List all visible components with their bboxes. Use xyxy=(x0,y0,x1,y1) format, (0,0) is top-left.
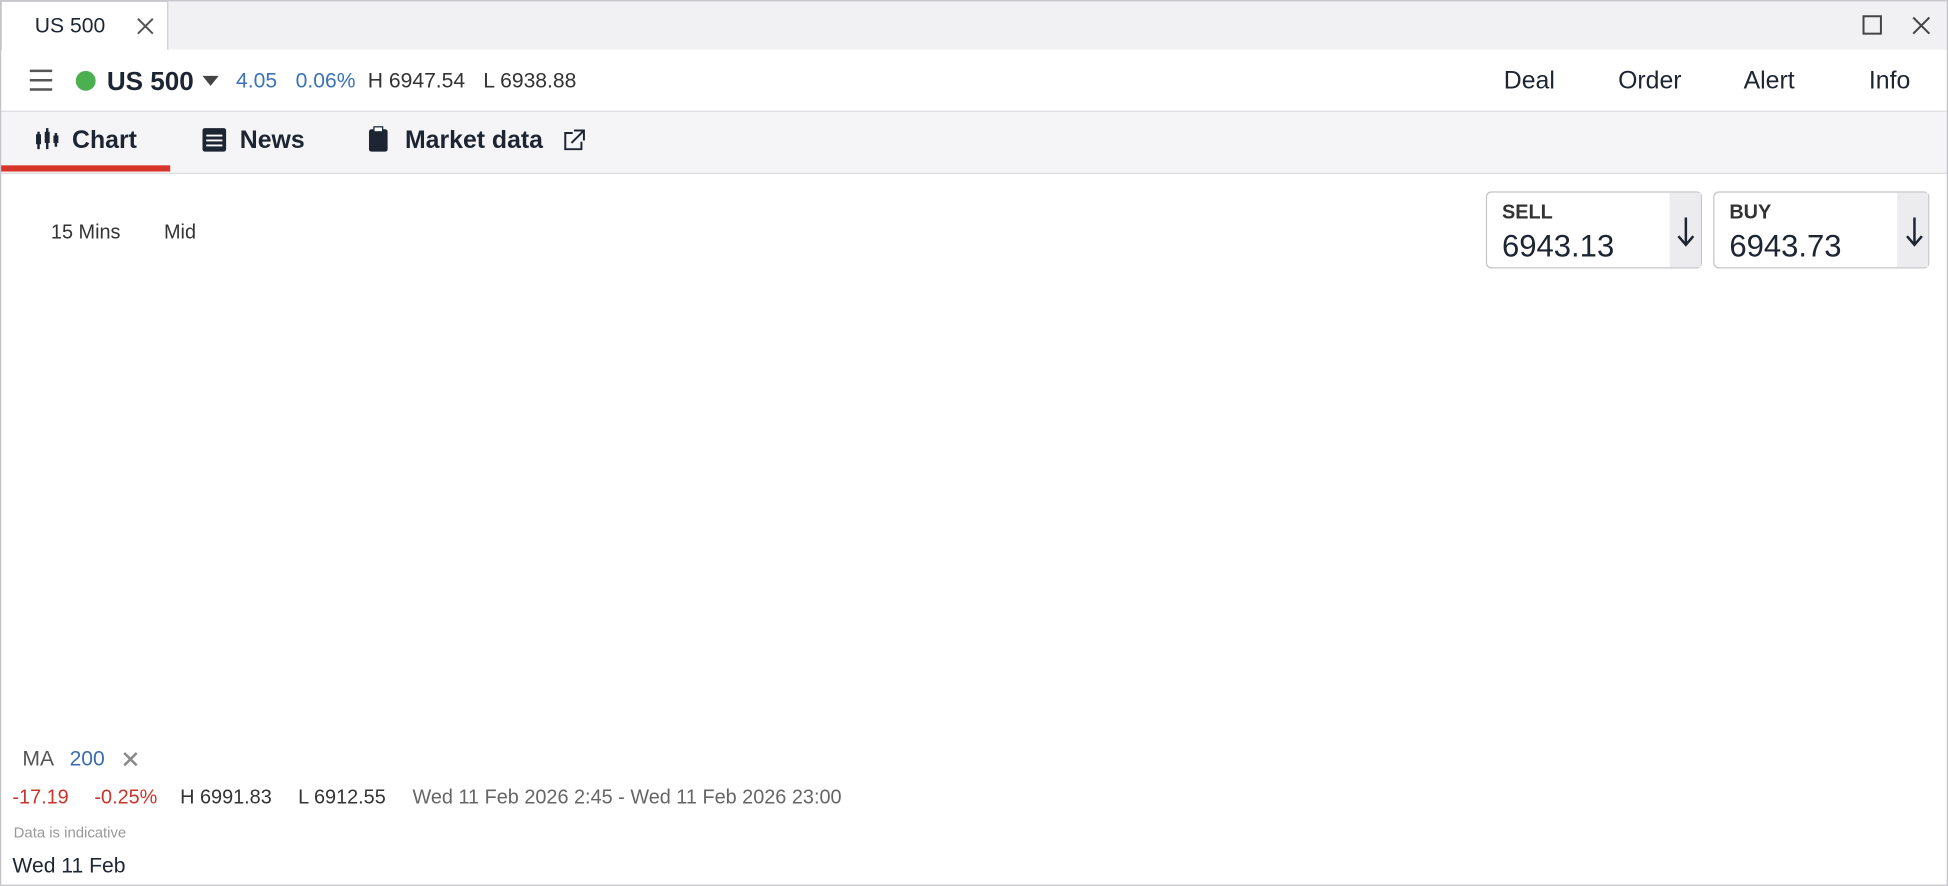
info-button[interactable]: Info xyxy=(1869,67,1910,94)
chart-tab-icon xyxy=(44,131,50,143)
sell-box[interactable] xyxy=(1485,191,1703,269)
buy-label: BUY xyxy=(1729,202,1771,224)
date-label: Wed 11 Feb xyxy=(12,855,125,878)
alert-button[interactable]: Alert xyxy=(1744,67,1795,94)
buy-arrow-icon xyxy=(1906,217,1923,247)
sell-label: SELL xyxy=(1502,202,1553,224)
market-data-tab-icon xyxy=(373,126,384,133)
range-change-percent: -0.25% xyxy=(94,787,157,809)
indicator-period: 200 xyxy=(70,748,105,771)
chart-area xyxy=(0,174,1948,886)
external-link-icon xyxy=(564,129,585,151)
buy-box[interactable] xyxy=(1713,191,1930,269)
buy-price: 6943.73 xyxy=(1729,229,1841,264)
market-data-tab-icon xyxy=(368,129,388,152)
chart-tab-icon xyxy=(36,134,41,145)
buy-box-side xyxy=(1897,192,1929,268)
price-change: 4.05 xyxy=(236,69,277,92)
interval-selector[interactable]: 15 Mins xyxy=(51,221,121,243)
data-note: Data is indicative xyxy=(14,826,127,842)
news-tab[interactable]: News xyxy=(240,127,305,154)
maximize-icon[interactable] xyxy=(1862,15,1882,35)
tab-close-icon[interactable] xyxy=(137,18,154,35)
window-close-icon[interactable] xyxy=(1912,16,1931,35)
dropdown-icon[interactable] xyxy=(202,75,219,86)
active-tab-indicator xyxy=(0,165,171,172)
market-data-tab[interactable]: Market data xyxy=(405,127,543,154)
header-bar xyxy=(0,49,1948,111)
order-button[interactable]: Order xyxy=(1618,67,1681,94)
chart-tab[interactable]: Chart xyxy=(72,127,137,154)
tab-bar xyxy=(0,0,1948,50)
range-high: H 6991.83 xyxy=(180,787,272,809)
chart-tab-icon xyxy=(53,135,59,143)
range-change: -17.19 xyxy=(12,787,68,809)
price-change-percent: 0.06% xyxy=(296,69,356,92)
price-type-selector[interactable]: Mid xyxy=(164,221,196,243)
market-status-dot xyxy=(75,70,96,91)
range-dates: Wed 11 Feb 2026 2:45 - Wed 11 Feb 2026 2… xyxy=(412,787,841,809)
window-tab[interactable] xyxy=(0,0,169,52)
range-low: L 6912.55 xyxy=(298,787,386,809)
sell-price: 6943.13 xyxy=(1502,229,1614,264)
sell-arrow-icon xyxy=(1677,217,1695,247)
deal-button[interactable]: Deal xyxy=(1504,67,1555,94)
view-tabs xyxy=(0,111,1948,173)
menu-icon[interactable] xyxy=(29,69,53,91)
day-high: H 6947.54 xyxy=(368,69,466,92)
instrument-name[interactable]: US 500 xyxy=(107,66,194,96)
window-tab-title: US 500 xyxy=(35,15,105,38)
date-label-box xyxy=(0,851,156,883)
day-low: L 6938.88 xyxy=(483,69,576,92)
indicator-name: MA xyxy=(22,748,55,771)
indicator-remove-icon[interactable] xyxy=(123,752,138,767)
news-tab-icon xyxy=(206,134,223,147)
